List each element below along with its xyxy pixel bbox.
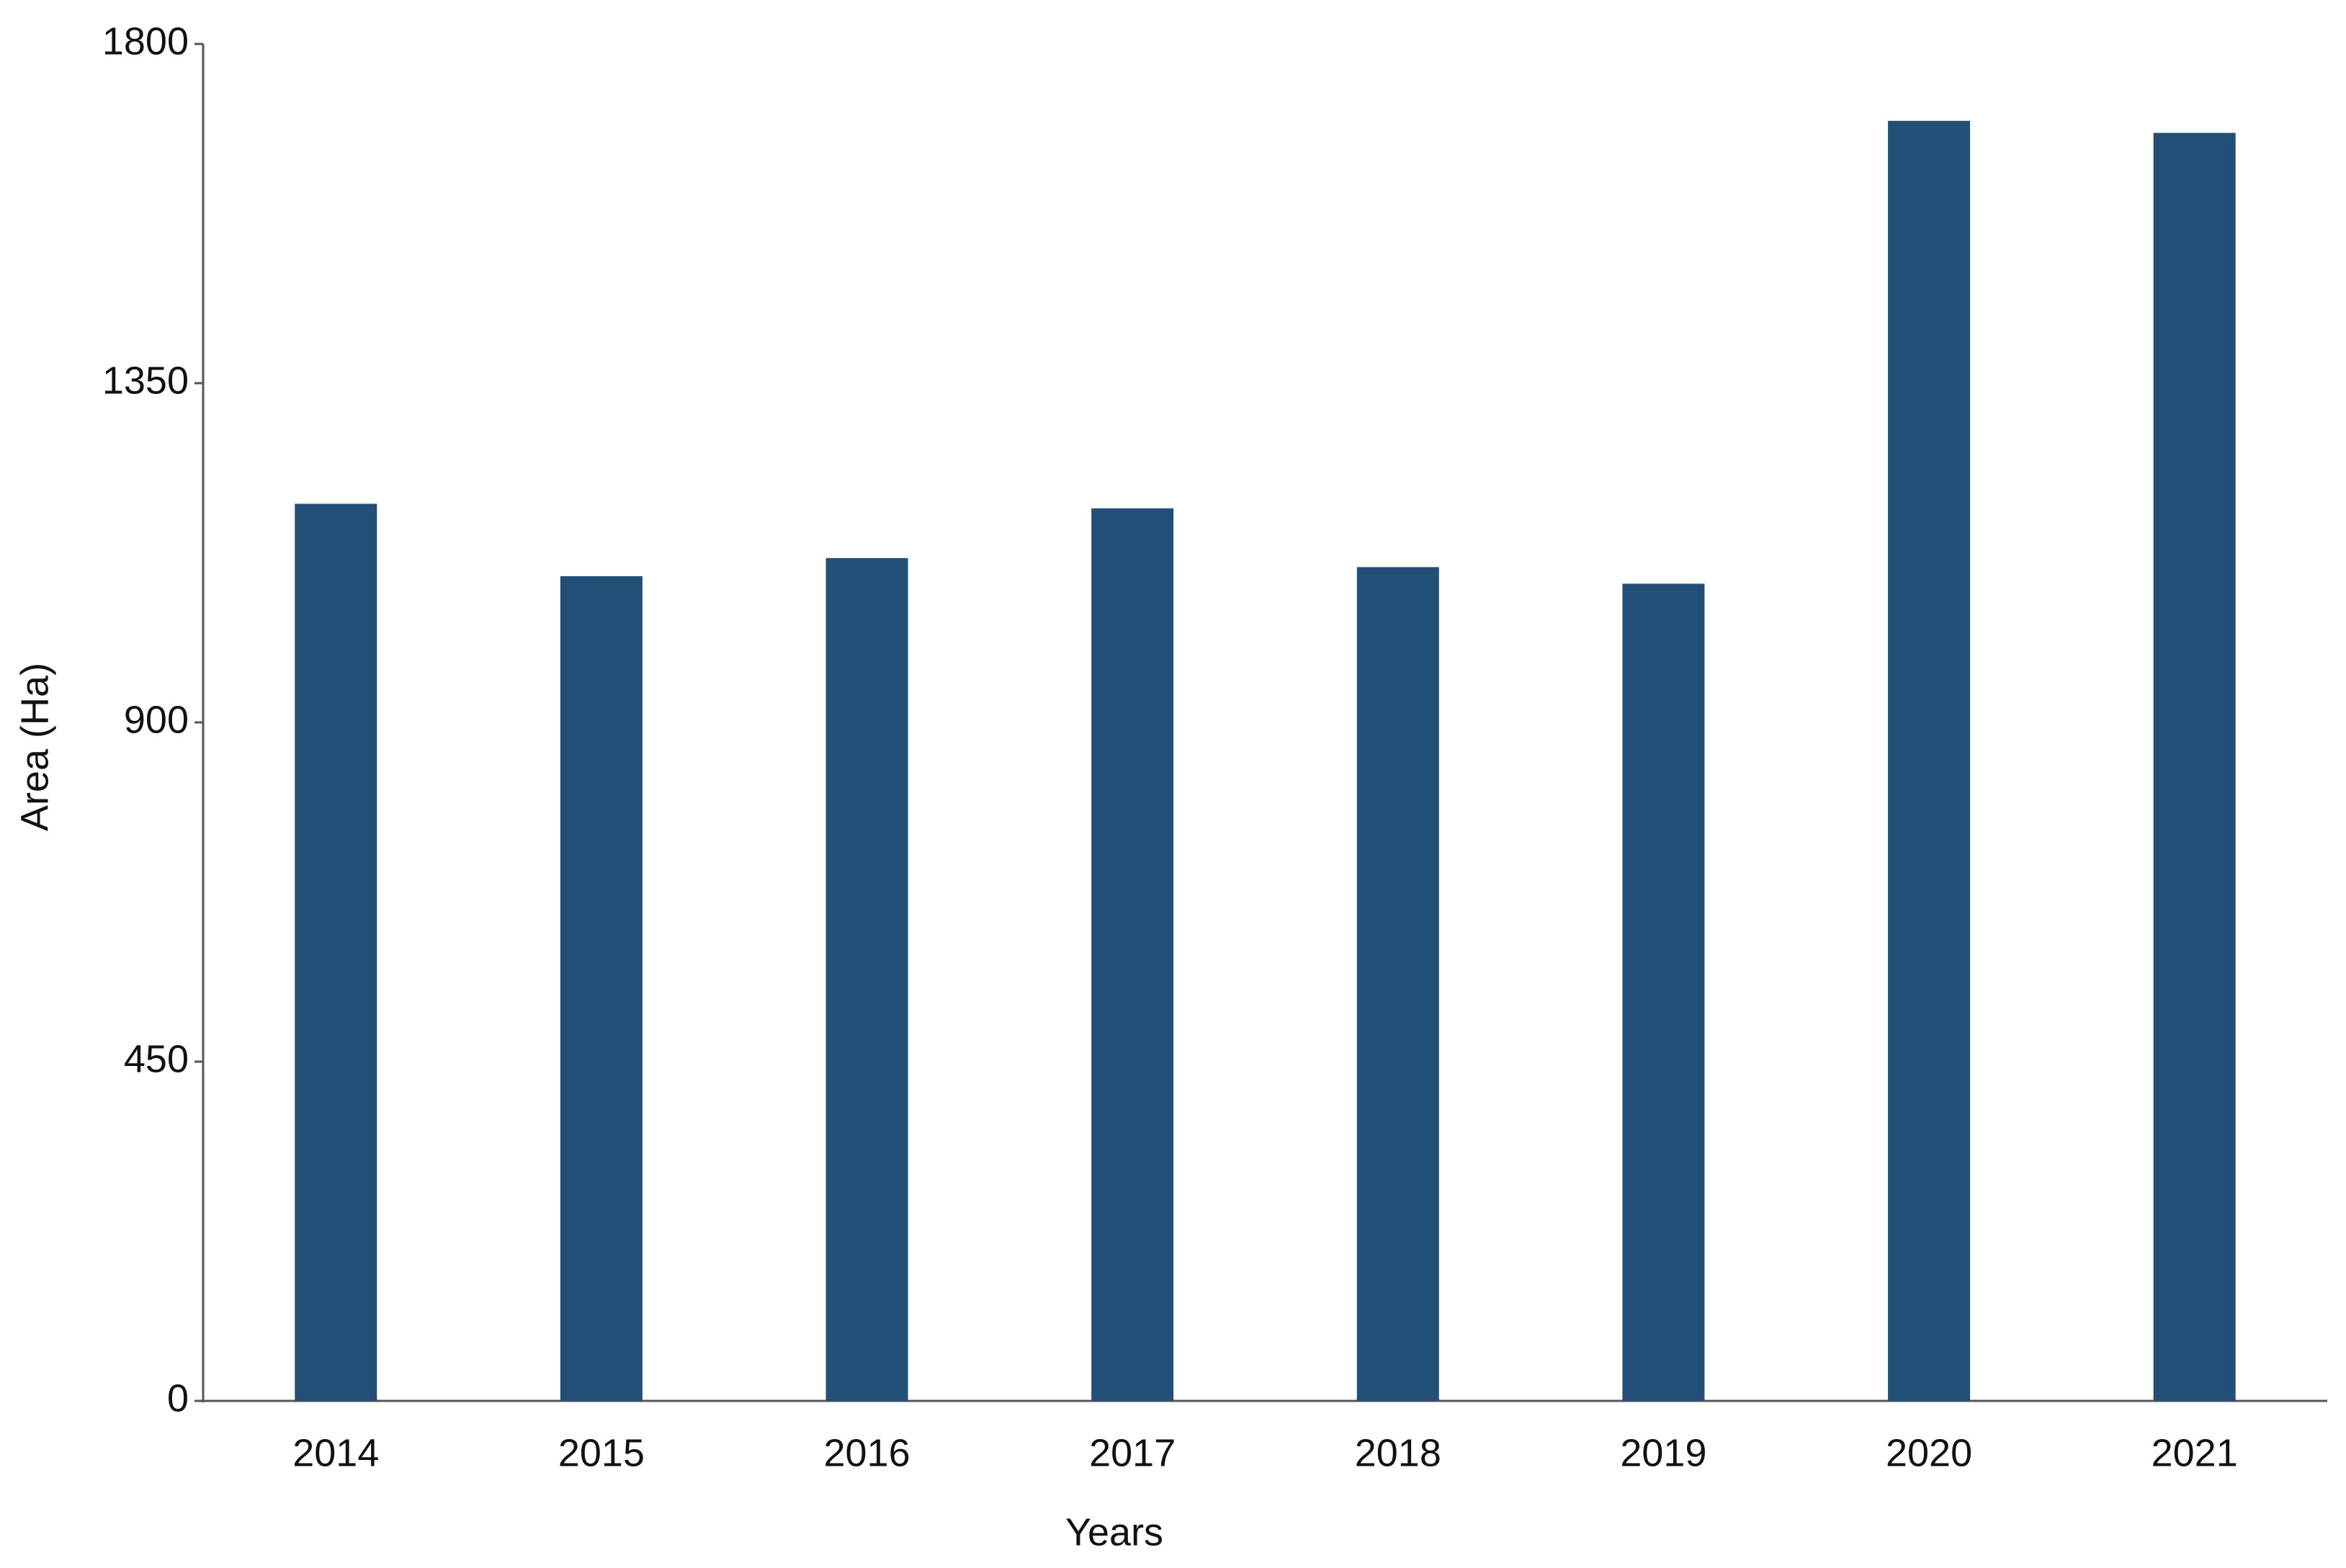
x-tick-label: 2014 [292,1431,379,1474]
y-tick-label: 900 [124,698,189,741]
bar [825,557,908,1401]
y-tick-label: 450 [124,1037,189,1080]
y-axis-title: Area (Ha) [13,663,56,831]
bar [295,503,377,1401]
x-tick-label: 2018 [1355,1431,1441,1474]
bar [2153,133,2236,1401]
bar [1888,120,1971,1401]
y-tick-label: 1800 [102,19,189,63]
x-tick-label: 2020 [1886,1431,1972,1474]
y-tick-label: 1350 [102,359,189,402]
x-tick-label: 2016 [823,1431,910,1474]
x-tick-label: 2021 [2152,1431,2238,1474]
bar [1091,508,1174,1402]
x-axis-title: Years [1065,1510,1163,1554]
y-tick-label: 0 [167,1376,189,1420]
bar [1356,567,1439,1401]
bar [1622,583,1705,1401]
x-tick-label: 2017 [1089,1431,1176,1474]
x-tick-label: 2015 [558,1431,645,1474]
bar [560,575,643,1401]
x-tick-label: 2019 [1620,1431,1706,1474]
